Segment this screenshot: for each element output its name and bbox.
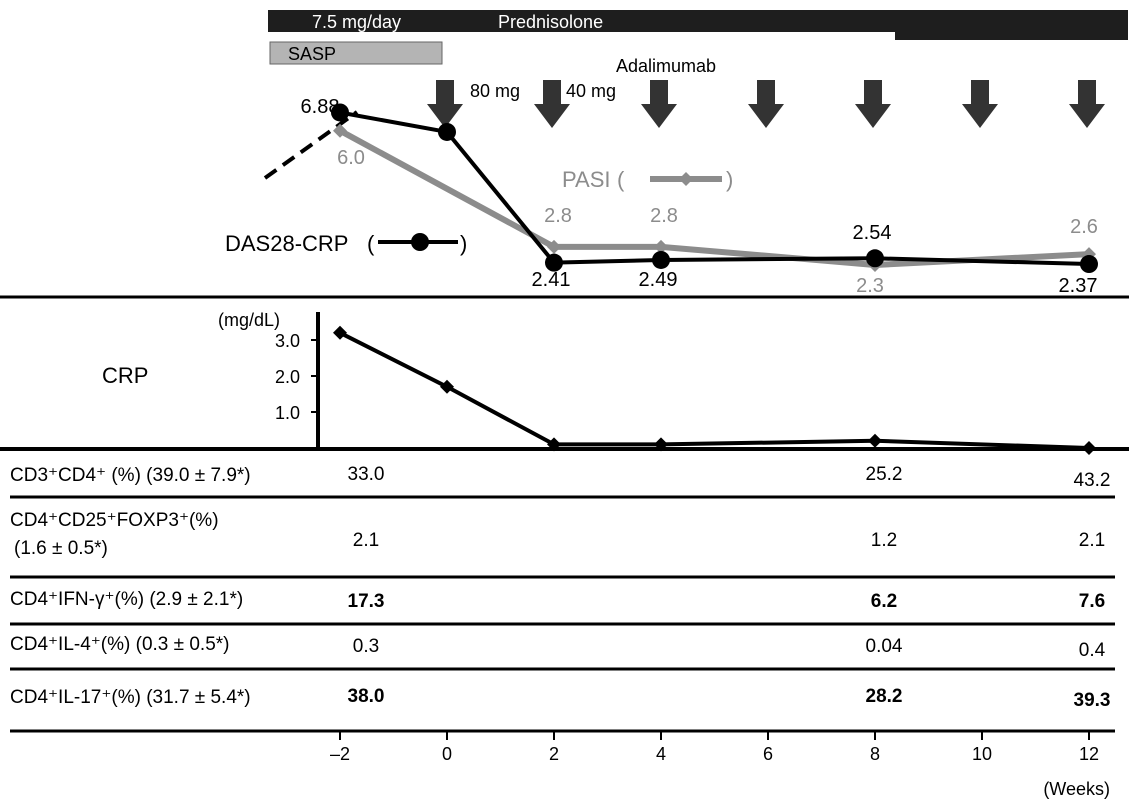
table-row-label: CD3⁺CD4⁺ (%) (39.0 ± 7.9*) xyxy=(10,465,251,486)
injection-arrows xyxy=(427,80,1105,128)
injection-arrow-week-12 xyxy=(1069,80,1105,128)
table-cell-week-m2: 2.1 xyxy=(353,530,379,551)
das28-pasi-panel: PASI ( ) DAS28-CRP ( ) 6.88 2.41 2.49 2.54 2… xyxy=(225,96,1098,297)
table-row-label: CD4⁺IL-17⁺(%) (31.7 ± 5.4*) xyxy=(10,687,251,708)
x-axis-tick-label: 8 xyxy=(870,744,880,764)
das28-value-label: 2.49 xyxy=(639,269,678,291)
pasi-legend-open-paren: ( xyxy=(617,167,625,192)
das28-legend-label: DAS28-CRP xyxy=(225,231,348,256)
table-cell-week-m2: 17.3 xyxy=(348,591,385,612)
injection-arrow-week-0 xyxy=(427,80,463,128)
x-axis-tick-label: 2 xyxy=(549,744,559,764)
prednisolone-label: Prednisolone xyxy=(498,12,603,32)
lymphocyte-table: CD3⁺CD4⁺ (%) (39.0 ± 7.9*) 33.0 25.2 43.2 CD… xyxy=(0,449,1129,731)
crp-point-week--2 xyxy=(333,326,347,340)
x-axis-tick-label: 0 xyxy=(442,744,452,764)
table-cell-week-12: 0.4 xyxy=(1079,640,1106,661)
das28-value-label: 6.88 xyxy=(301,96,340,118)
crp-y-tick-label: 2.0 xyxy=(275,367,300,387)
das28-point-week-12 xyxy=(1080,255,1098,273)
injection-arrow-week-10 xyxy=(962,80,998,128)
adalimumab-loading-dose: 80 mg xyxy=(470,81,520,101)
crp-point-week-8 xyxy=(868,434,882,448)
prednisolone-dose-label: 7.5 mg/day xyxy=(312,12,401,32)
table-cell-week-m2: 33.0 xyxy=(348,464,385,485)
das28-value-label: 2.54 xyxy=(853,222,892,244)
sasp-label: SASP xyxy=(288,44,336,64)
x-axis-tick-label: 10 xyxy=(972,744,992,764)
das28-point-week-4 xyxy=(652,251,670,269)
table-cell-week-12: 2.1 xyxy=(1079,530,1105,551)
table-cell-week-m2: 0.3 xyxy=(353,636,379,657)
x-axis-unit: (Weeks) xyxy=(1043,779,1110,799)
table-cell-week-8: 1.2 xyxy=(871,530,897,551)
pasi-value-label: 2.3 xyxy=(856,275,884,297)
crp-title: CRP xyxy=(102,363,148,388)
injection-arrow-week-6 xyxy=(748,80,784,128)
table-cell-week-8: 28.2 xyxy=(866,686,903,707)
table-row-label: CD4⁺IL-4⁺(%) (0.3 ± 0.5*) xyxy=(10,634,230,655)
das28-legend-open-paren: ( xyxy=(367,231,375,256)
adalimumab-maintenance-dose: 40 mg xyxy=(566,81,616,101)
x-axis: (Weeks) –2 0 2 4 6 8 10 12 xyxy=(330,731,1110,799)
table-row-label: CD4⁺IFN-γ⁺(%) (2.9 ± 2.1*) xyxy=(10,589,243,610)
das28-legend-marker xyxy=(411,233,429,251)
das28-value-label: 2.37 xyxy=(1059,275,1098,297)
pasi-legend-label: PASI xyxy=(562,167,611,192)
crp-panel: CRP (mg/dL) 1.0 2.0 3.0 xyxy=(102,310,1096,455)
table-row-label: CD4⁺CD25⁺FOXP3⁺(%) xyxy=(10,510,219,531)
injection-arrow-week-4 xyxy=(641,80,677,128)
x-axis-tick-label: 4 xyxy=(656,744,666,764)
crp-line xyxy=(340,333,1089,448)
table-cell-week-8: 0.04 xyxy=(866,636,903,657)
pasi-value-label: 2.8 xyxy=(650,205,678,227)
x-axis-tick-label: –2 xyxy=(330,744,350,764)
adalimumab-label: Adalimumab xyxy=(616,56,716,76)
crp-unit-label: (mg/dL) xyxy=(218,310,280,330)
das28-point-week-0 xyxy=(438,123,456,141)
x-axis-tick-label: 12 xyxy=(1079,744,1099,764)
prednisolone-bar-step xyxy=(895,32,1128,40)
das28-legend-close-paren: ) xyxy=(460,231,467,256)
table-cell-week-8: 25.2 xyxy=(866,464,903,485)
das28-value-label: 2.41 xyxy=(532,269,571,291)
pasi-line xyxy=(340,131,1089,265)
table-cell-week-8: 6.2 xyxy=(871,591,897,612)
pasi-value-label: 2.6 xyxy=(1070,216,1098,238)
crp-y-tick-label: 1.0 xyxy=(275,403,300,423)
crp-y-tick-label: 3.0 xyxy=(275,331,300,351)
table-cell-week-12: 39.3 xyxy=(1074,690,1111,711)
pasi-legend-marker xyxy=(679,172,693,186)
table-row-label-line2: (1.6 ± 0.5*) xyxy=(14,538,108,559)
table-cell-week-12: 7.6 xyxy=(1079,591,1105,612)
injection-arrow-week-2 xyxy=(534,80,570,128)
x-axis-tick-label: 6 xyxy=(763,744,773,764)
pasi-value-label: 6.0 xyxy=(337,147,365,169)
table-cell-week-12: 43.2 xyxy=(1074,470,1111,491)
pasi-value-label: 2.8 xyxy=(544,205,572,227)
pasi-legend-close-paren: ) xyxy=(726,167,733,192)
treatment-timeline: 7.5 mg/day Prednisolone SASP Adalimumab … xyxy=(268,10,1128,101)
injection-arrow-week-8 xyxy=(855,80,891,128)
das28-point-week-8 xyxy=(866,249,884,267)
table-cell-week-m2: 38.0 xyxy=(348,686,385,707)
